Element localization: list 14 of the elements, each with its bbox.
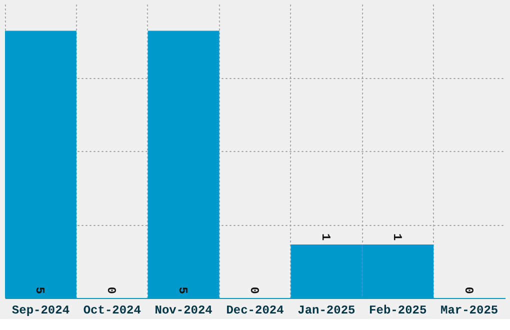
x-tick-label: Dec-2024 [226, 304, 284, 318]
data-label: 0 [104, 286, 118, 294]
data-label: 1 [390, 233, 404, 241]
x-tick-label: Oct-2024 [83, 304, 141, 318]
data-label: 5 [176, 286, 190, 294]
x-tick-label: Nov-2024 [154, 304, 212, 318]
x-tick-label: Feb-2025 [369, 304, 427, 318]
data-label: 1 [318, 233, 332, 241]
x-tick-label: Sep-2024 [12, 304, 70, 318]
x-tick-label: Jan-2025 [298, 304, 356, 318]
x-tick-label: Mar-2025 [440, 304, 498, 318]
data-label: 5 [32, 286, 47, 294]
data-label: 0 [461, 286, 476, 294]
data-label: 0 [247, 286, 261, 294]
